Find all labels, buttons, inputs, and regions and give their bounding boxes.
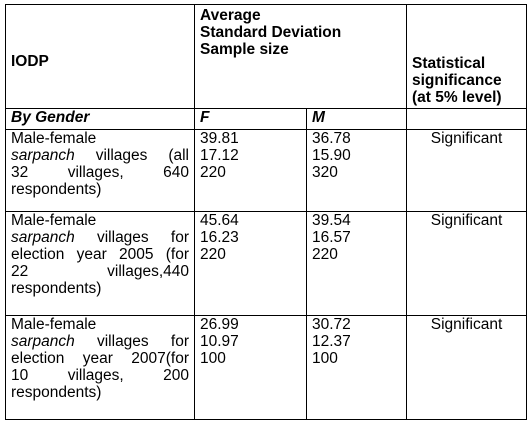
- row-m-values: 30.72 12.37 100: [306, 315, 407, 420]
- table-row: Male-female sarpanch villages for electi…: [5, 211, 527, 316]
- group-sig: [406, 108, 527, 130]
- row-significance: Significant: [406, 315, 527, 420]
- header-significance: Statistical significance (at 5% level): [406, 4, 527, 109]
- group-f: F: [194, 108, 307, 130]
- header-average: Average Standard Deviation Sample size: [194, 4, 407, 109]
- row-description: Male-female sarpanch villages (all 32 vi…: [5, 129, 195, 212]
- row-significance: Significant: [406, 211, 527, 316]
- group-row: By Gender F M: [5, 108, 527, 130]
- table-row: Male-female sarpanch villages for electi…: [5, 315, 527, 420]
- row-f-values: 45.64 16.23 220: [194, 211, 307, 316]
- row-f-values: 39.81 17.12 220: [194, 129, 307, 212]
- header-row: IODP Average Standard Deviation Sample s…: [5, 4, 527, 109]
- row-description: Male-female sarpanch villages for electi…: [5, 315, 195, 420]
- header-iodp: IODP: [5, 4, 195, 109]
- row-m-values: 36.78 15.90 320: [306, 129, 407, 212]
- row-description: Male-female sarpanch villages for electi…: [5, 211, 195, 316]
- row-m-values: 39.54 16.57 220: [306, 211, 407, 316]
- row-significance: Significant: [406, 129, 527, 212]
- group-label: By Gender: [5, 108, 195, 130]
- row-f-values: 26.99 10.97 100: [194, 315, 307, 420]
- table-row: Male-female sarpanch villages (all 32 vi…: [5, 129, 527, 212]
- statistics-table: IODP Average Standard Deviation Sample s…: [5, 4, 527, 420]
- group-m: M: [306, 108, 407, 130]
